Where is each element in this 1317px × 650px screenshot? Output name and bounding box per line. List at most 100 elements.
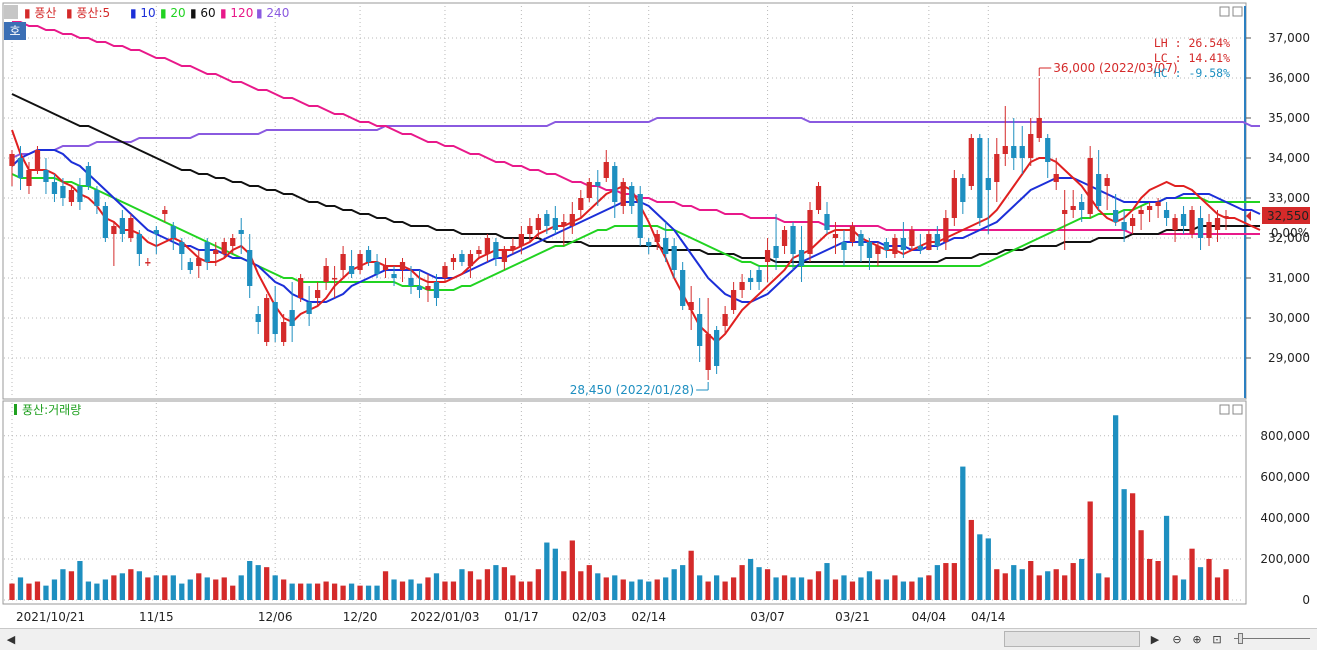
candle — [697, 298, 703, 362]
candle-body — [459, 254, 465, 262]
candle-body — [102, 206, 109, 238]
candle — [314, 282, 321, 306]
zoom-in-icon[interactable]: ⊕ — [1192, 632, 1202, 646]
volume-bar — [1036, 575, 1042, 600]
volume-bar — [1079, 558, 1085, 600]
svg-text:▮ 풍산: ▮ 풍산 — [24, 6, 57, 20]
candle — [365, 246, 372, 266]
candle — [77, 178, 83, 210]
volume-bar — [917, 577, 924, 600]
volume-tick-label: 0 — [1302, 593, 1310, 607]
volume-bar — [713, 575, 720, 600]
zoom-slider-track[interactable] — [1234, 638, 1310, 639]
volume-bar — [841, 575, 847, 600]
candle-body — [739, 282, 745, 290]
badge[interactable]: 호 — [4, 22, 26, 40]
candle — [340, 246, 346, 278]
price-tick-label: 29,000 — [1268, 351, 1310, 365]
candle-body — [17, 158, 24, 178]
volume-bar — [170, 575, 176, 600]
candle-body — [849, 226, 856, 242]
candle — [9, 150, 15, 186]
candle-body — [340, 254, 346, 270]
candle — [917, 234, 924, 254]
candle-body — [399, 262, 406, 270]
candle-body — [230, 238, 236, 246]
candle-body — [773, 246, 779, 258]
candle-body — [348, 266, 355, 274]
candle-body — [85, 166, 92, 186]
candle-body — [612, 166, 618, 202]
volume-bar — [1189, 548, 1195, 600]
volume-bar — [1214, 577, 1221, 600]
candle-body — [713, 330, 720, 366]
zoom-reset-icon[interactable]: ⊡ — [1212, 632, 1222, 646]
candle — [790, 222, 796, 270]
candle-body — [1113, 210, 1119, 222]
candle — [1129, 214, 1136, 234]
candle-body — [552, 218, 558, 230]
volume-bar — [111, 575, 117, 600]
volume-bar — [306, 583, 312, 600]
candle-body — [204, 242, 210, 262]
volume-bar — [153, 575, 159, 600]
volume-bar — [357, 585, 363, 600]
volume-bar — [943, 563, 949, 600]
volume-bar — [348, 583, 355, 600]
x-tick-label: 12/20 — [343, 610, 378, 624]
candle-body — [1214, 218, 1221, 230]
candle-body — [170, 226, 176, 238]
x-tick-label: 03/21 — [835, 610, 870, 624]
panel-buttons[interactable] — [1219, 6, 1243, 415]
candle-body — [1155, 202, 1161, 206]
volume-bar — [399, 581, 406, 600]
candle — [17, 146, 24, 190]
current-price-tag — [1262, 207, 1310, 224]
candle — [43, 158, 49, 194]
volume-bar — [1002, 573, 1008, 600]
candle — [391, 266, 397, 286]
zoom-out-icon[interactable]: ⊖ — [1172, 632, 1182, 646]
volume-panel-frame — [2, 400, 1247, 605]
candle-body — [136, 234, 142, 254]
candle — [985, 138, 991, 234]
chart-scrollbar[interactable]: ◀ ▶ ⊖ ⊕ ⊡ — [0, 628, 1317, 650]
volume-bar — [824, 563, 830, 600]
scroll-right-button[interactable]: ▶ — [1150, 632, 1160, 646]
current-price-pointer — [1246, 211, 1251, 221]
volume-tick-label: 800,000 — [1260, 429, 1310, 443]
volume-bar — [9, 583, 15, 600]
volume-bar — [1087, 501, 1093, 600]
candle-body — [501, 250, 508, 262]
x-tick-label: 2021/10/21 — [16, 610, 85, 624]
candle — [883, 238, 890, 258]
candle — [484, 234, 491, 262]
stat-lh: LH : 26.54% — [1154, 36, 1230, 50]
candle — [739, 274, 745, 298]
volume-bar — [883, 579, 890, 600]
volume-bar — [951, 563, 957, 600]
candle-body — [289, 310, 295, 326]
volume-bar — [1121, 489, 1127, 600]
volume-bar — [289, 583, 295, 600]
candle-body — [264, 298, 270, 342]
zoom-slider-handle[interactable] — [1238, 633, 1243, 644]
candle — [323, 258, 329, 290]
candle-body — [128, 218, 134, 238]
chart-canvas[interactable]: 37,000 36,000 35,000 34,000 33,000 32,000 31,0… — [0, 0, 1317, 628]
volume-bar — [298, 583, 304, 600]
volume-bar — [1062, 575, 1068, 600]
candle-body — [544, 214, 550, 226]
candle — [1214, 210, 1221, 242]
candle-body — [306, 302, 312, 314]
candle — [1053, 158, 1059, 190]
scroll-left-button[interactable]: ◀ — [6, 632, 16, 646]
candle-body — [663, 238, 669, 254]
volume-bar — [1172, 575, 1178, 600]
candle-body — [917, 246, 924, 250]
candle-body — [94, 190, 100, 206]
scroll-thumb[interactable] — [1004, 631, 1140, 647]
candle — [399, 258, 406, 282]
candle — [433, 274, 440, 306]
volume-bar — [1180, 579, 1187, 600]
